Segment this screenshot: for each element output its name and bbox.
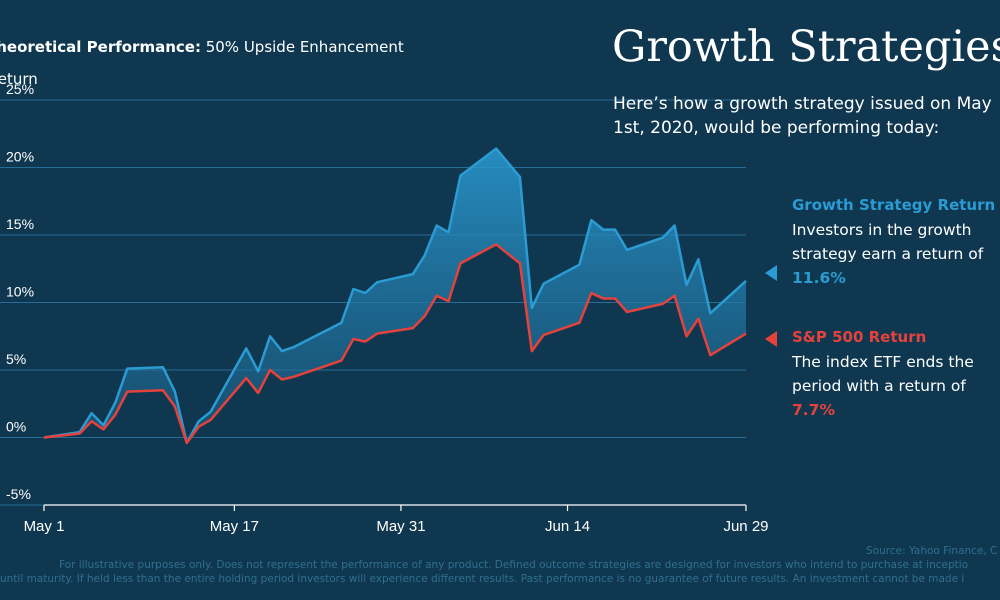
footnote-line-2: until maturity. If held less than the en… (0, 573, 965, 585)
sp500-callout-text: The index ETF ends the period with a ret… (792, 350, 1000, 422)
y-axis-label: Return (0, 70, 38, 88)
growth-callout-title: Growth Strategy Return (792, 196, 996, 214)
sp500-callout-body: The index ETF ends the period with a ret… (792, 353, 974, 395)
series-lines (43, 147, 747, 445)
x-tick-label: May 17 (210, 518, 259, 535)
growth-callout-body: Investors in the growth strategy earn a … (792, 221, 984, 263)
footnote-line-1: For illustrative purposes only. Does not… (59, 559, 969, 571)
x-tick-label: Jun 29 (723, 518, 768, 535)
y-tick-label: -5% (6, 486, 31, 502)
growth-series-line (43, 147, 747, 445)
x-tick-label: May 1 (24, 518, 65, 535)
chart-subtitle: Theoretical Performance: 50% Upside Enha… (0, 38, 404, 56)
sp500-callout-title: S&P 500 Return (792, 328, 927, 346)
sp500-callout: S&P 500 Return The index ETF ends the pe… (792, 328, 1000, 422)
x-tick-label: Jun 14 (545, 518, 590, 535)
x-axis-ticks: May 1 May 17 May 31 Jun 14 Jun 29 (24, 504, 769, 535)
growth-pointer-icon (765, 265, 777, 281)
growth-callout: Growth Strategy Return Investors in the … (792, 196, 1000, 290)
page-title: Growth Strategies (612, 22, 1000, 72)
x-tick-label: May 31 (376, 518, 425, 535)
sp500-series-line (43, 243, 747, 445)
chart-subtitle-light: 50% Upside Enhancement (205, 38, 404, 56)
gridlines (0, 99, 746, 506)
y-tick-label: 5% (6, 351, 26, 367)
y-tick-label: 0% (6, 419, 26, 435)
sp500-pointer-icon (765, 331, 777, 347)
y-tick-label: 25% (6, 81, 34, 97)
y-axis-ticks: -5% 0% 5% 10% 15% 20% 25% (6, 81, 34, 502)
sp500-callout-value: 7.7% (792, 401, 835, 419)
y-tick-label: 20% (6, 149, 34, 165)
growth-excess-band (44, 148, 746, 443)
growth-callout-value: 11.6% (792, 269, 846, 287)
intro-text: Here’s how a growth strategy issued on M… (613, 94, 992, 138)
footnote-source: Source: Yahoo Finance, C (866, 545, 998, 557)
y-tick-label: 15% (6, 216, 34, 232)
growth-callout-text: Investors in the growth strategy earn a … (792, 218, 1000, 290)
y-tick-label: 10% (6, 284, 34, 300)
chart-subtitle-bold: Theoretical Performance: (0, 38, 201, 56)
